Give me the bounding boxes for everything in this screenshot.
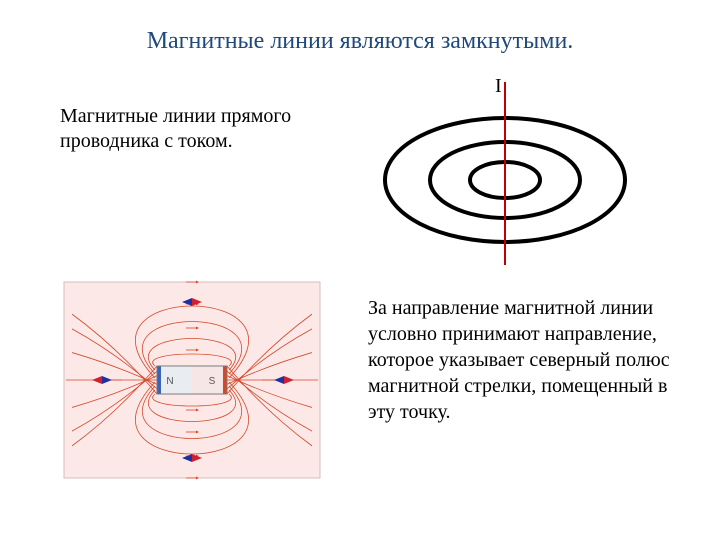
caption-direction: За направление магнитной линии условно п… bbox=[368, 295, 678, 425]
wire-field-diagram: I bbox=[340, 70, 660, 270]
svg-text:N: N bbox=[166, 376, 173, 387]
svg-text:I: I bbox=[495, 75, 502, 97]
slide-title: Магнитные линии являются замкнутыми. bbox=[0, 28, 720, 55]
bar-magnet-diagram: N S bbox=[62, 280, 322, 480]
svg-text:S: S bbox=[209, 376, 216, 387]
caption-wire: Магнитные линии прямого проводника с ток… bbox=[60, 104, 300, 154]
